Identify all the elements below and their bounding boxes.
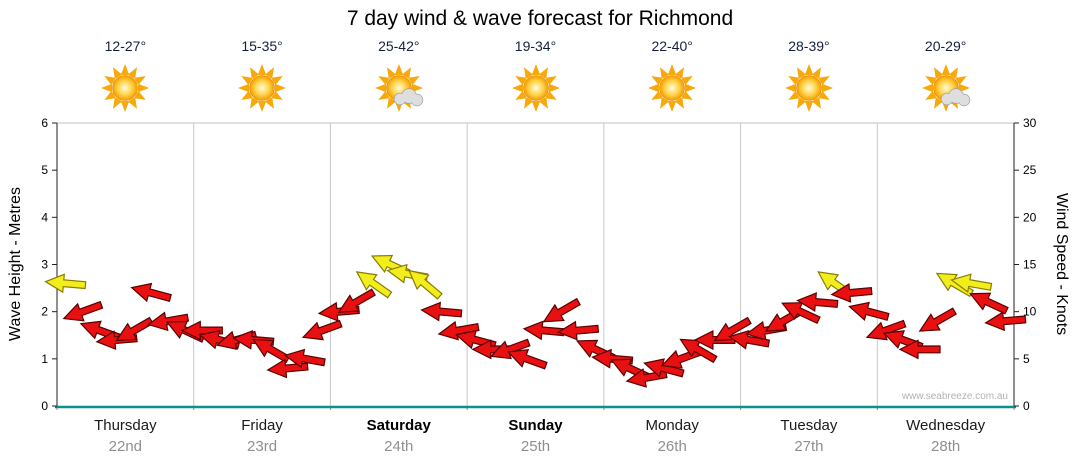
wind-arrow <box>918 307 957 332</box>
day-name: Saturday <box>366 417 431 434</box>
temp-range-monday: 22-40° <box>651 38 693 54</box>
sun-icon <box>784 64 833 112</box>
wind-arrow <box>935 272 975 298</box>
wind-arrow <box>130 282 172 303</box>
chart-title: 7 day wind & wave forecast for Richmond <box>346 7 734 30</box>
wave-tick-label: 0 <box>41 399 48 413</box>
day-label-wednesday: Wednesday 28th <box>877 417 1014 455</box>
day-date: 23rd <box>247 438 278 455</box>
wind-tick-label: 25 <box>1023 163 1037 177</box>
wind-tick-label: 20 <box>1023 210 1037 224</box>
day-name: Wednesday <box>906 417 986 434</box>
wind-arrow <box>898 339 941 360</box>
day-date: 27th <box>794 438 824 455</box>
day-name: Tuesday <box>780 417 838 434</box>
temp-range-sunday: 19-34° <box>514 38 557 54</box>
wind-arrow <box>830 282 873 303</box>
wind-arrow <box>337 288 376 313</box>
wind-tick-label: 10 <box>1023 305 1037 319</box>
wind-arrow <box>283 348 326 369</box>
day-date: 25th <box>520 438 551 455</box>
wind-arrow <box>984 311 1027 332</box>
wave-tick-label: 5 <box>41 163 48 177</box>
day-name: Monday <box>645 417 699 434</box>
wind-arrow <box>679 338 718 364</box>
wind-arrow <box>522 320 565 341</box>
right-axis-title: Wind Speed - Knots <box>1053 192 1070 336</box>
day-label-tuesday: Tuesday 27th <box>741 417 878 455</box>
temp-range-saturday: 25-42° <box>378 38 420 54</box>
day-name: Thursday <box>94 417 157 434</box>
wind-arrow <box>796 292 839 313</box>
wind-tick-label: 15 <box>1023 258 1037 272</box>
wind-arrow <box>969 292 1009 315</box>
temp-range-tuesday: 28-39° <box>788 38 830 54</box>
day-label-sunday: Sunday 25th <box>467 417 604 455</box>
day-label-friday: Friday 23rd <box>194 417 331 455</box>
day-date: 24th <box>384 438 414 455</box>
wind-tick-label: 0 <box>1023 399 1030 413</box>
wind-arrow <box>542 297 581 323</box>
sun-icon <box>101 64 150 112</box>
sun-icon <box>511 64 560 112</box>
cloud-icon <box>393 88 423 107</box>
wind-arrow <box>355 271 393 299</box>
day-date: 26th <box>657 438 687 455</box>
sun-cloud-icon <box>921 64 970 112</box>
wave-tick-label: 4 <box>41 210 48 224</box>
wind-arrow <box>301 319 343 341</box>
watermark: www.seabreeze.com.au <box>901 391 1008 402</box>
day-date: 28th <box>931 438 961 455</box>
wind-arrow <box>848 301 890 321</box>
wind-arrow <box>408 269 443 300</box>
temp-range-friday: 15-35° <box>241 38 283 54</box>
wind-tick-label: 30 <box>1023 116 1037 130</box>
wind-arrow <box>420 301 463 322</box>
temp-range-wednesday: 20-29° <box>924 38 967 54</box>
day-label-saturday: Saturday 24th <box>330 417 467 455</box>
left-axis-title: Wave Height - Metres <box>7 186 24 342</box>
cloud-icon <box>940 88 970 107</box>
wave-tick-label: 6 <box>41 116 48 130</box>
day-date: 22nd <box>108 438 143 455</box>
day-label-monday: Monday 26th <box>604 417 741 455</box>
day-name: Sunday <box>508 417 563 434</box>
day-name: Friday <box>241 417 283 434</box>
wind-arrow <box>115 316 154 342</box>
wind-arrow <box>506 348 548 370</box>
sun-icon <box>238 64 287 112</box>
wind-arrow <box>950 273 993 293</box>
day-label-thursday: Thursday 22nd <box>57 417 194 455</box>
wind-tick-label: 5 <box>1023 352 1030 366</box>
wave-tick-label: 1 <box>41 352 48 366</box>
sun-icon <box>648 64 697 112</box>
wind-arrow <box>556 320 600 341</box>
wind-arrow <box>62 300 104 322</box>
wind-arrow <box>44 273 87 294</box>
wave-tick-label: 3 <box>41 258 48 272</box>
wave-tick-label: 2 <box>41 305 48 319</box>
wind-arrow <box>266 358 309 379</box>
temp-range-thursday: 12-27° <box>104 38 147 54</box>
sun-cloud-icon <box>374 64 423 112</box>
wind-arrow <box>643 358 685 378</box>
wind-arrow <box>781 302 821 325</box>
wind-arrow <box>591 348 634 369</box>
